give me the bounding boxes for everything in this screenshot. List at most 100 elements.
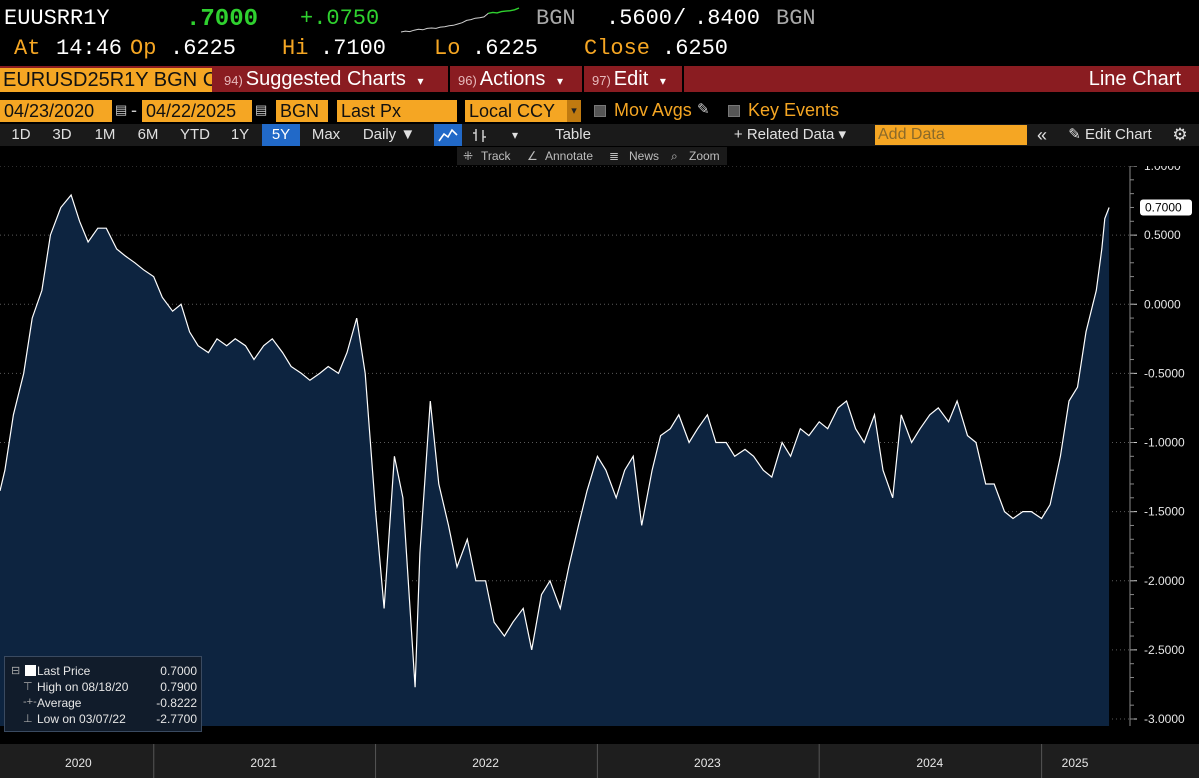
price-field[interactable]: Last Px xyxy=(337,100,457,122)
series-area xyxy=(0,195,1110,726)
period-max[interactable]: Max xyxy=(311,126,341,143)
last-price: .7000 xyxy=(186,6,259,33)
legend-average-label: Average xyxy=(37,696,82,710)
period-6m[interactable]: 6M xyxy=(137,126,159,143)
ticker[interactable]: EUUSRR1Y xyxy=(4,6,110,31)
quote-header: EUUSRR1Y .7000 +.0750 BGN .5600 / .8400 … xyxy=(0,6,1199,34)
currency-select[interactable]: Local CCY xyxy=(465,100,567,122)
net-change: +.0750 xyxy=(300,6,380,31)
chart-toolbar: 1D 3D 1M 6M YTD 1Y 5Y Max Daily ▼ ▾ Tabl… xyxy=(0,124,1199,146)
calendar-icon[interactable]: ▤ xyxy=(255,102,268,117)
legend-average-value: -0.8222 xyxy=(156,696,197,710)
y-tick-label: -3.0000 xyxy=(1144,712,1185,726)
legend-last-price: ⊟ Last Price 0.7000 xyxy=(5,664,203,679)
bar-chart-icon[interactable] xyxy=(466,124,494,146)
low-value: .6225 xyxy=(472,36,539,61)
close-label: Close xyxy=(584,36,651,61)
bid-source: BGN xyxy=(536,6,576,31)
table-button[interactable]: Table xyxy=(555,126,591,143)
legend-average: -+- Average -0.8222 xyxy=(5,696,203,711)
period-1m[interactable]: 1M xyxy=(94,126,116,143)
y-tick-label: 0.5000 xyxy=(1144,228,1181,242)
quote-time: 14:46 xyxy=(56,36,123,61)
legend-low: ⊥ Low on 03/07/22 -2.7700 xyxy=(5,712,203,727)
x-axis-band xyxy=(0,744,1199,778)
mov-avgs-checkbox[interactable] xyxy=(594,105,606,117)
open-value: .6225 xyxy=(170,36,237,61)
period-1y[interactable]: 1Y xyxy=(230,126,250,143)
news-icon: ≣ xyxy=(609,149,620,163)
zoom-tool[interactable]: Zoom xyxy=(689,149,720,163)
annotate-tool[interactable]: Annotate xyxy=(545,149,594,163)
edit-menu[interactable]: 97) Edit ▾ xyxy=(592,66,666,92)
intraday-sparkline xyxy=(400,7,520,33)
annotate-pen-icon: ∠ xyxy=(527,149,538,163)
collapse-icon[interactable]: ⊟ xyxy=(11,665,21,677)
close-value: .6250 xyxy=(662,36,729,61)
low-label: Lo xyxy=(434,36,461,61)
y-tick-label: -1.5000 xyxy=(1144,505,1185,519)
crosshair-icon: ⁜ xyxy=(463,149,474,163)
actions-label: Actions xyxy=(479,68,546,90)
suggested-charts-menu[interactable]: 94) Suggested Charts ▾ xyxy=(224,66,424,92)
x-tick-label: 2024 xyxy=(916,756,943,770)
low-marker-icon: ⊥ xyxy=(23,713,33,725)
chevron-down-icon[interactable]: ▾ xyxy=(567,100,581,122)
legend-low-label: Low on 03/07/22 xyxy=(37,712,126,726)
series-line xyxy=(0,193,1110,688)
calendar-icon[interactable]: ▤ xyxy=(115,102,128,117)
gear-icon[interactable]: ⚙ xyxy=(1172,125,1188,144)
chart-legend: ⊟ Last Price 0.7000 ⊤ High on 08/18/20 0… xyxy=(4,656,202,732)
news-tool[interactable]: News xyxy=(629,149,660,163)
line-chart-icon[interactable] xyxy=(434,124,462,146)
edit-chart-label: Edit Chart xyxy=(1085,126,1152,143)
related-data-button[interactable]: + Related Data ▾ xyxy=(733,126,847,143)
edit-number: 97) xyxy=(592,73,611,88)
period-1d[interactable]: 1D xyxy=(11,126,31,143)
ask-source: BGN xyxy=(776,6,816,31)
price-chart[interactable]: 1.0000 0.5000 0.0000 -0.5000 -1.0000 -1.5000 -… xyxy=(0,166,1199,778)
chart-tools-row: ⁜ Track ∠ Annotate ≣ News ⌕ Zoom xyxy=(457,147,727,165)
period-ytd[interactable]: YTD xyxy=(180,126,210,143)
track-tool[interactable]: Track xyxy=(481,149,511,163)
high-value: .7100 xyxy=(320,36,387,61)
at-label: At xyxy=(14,36,41,61)
x-tick-label: 2021 xyxy=(250,756,277,770)
start-date-field[interactable]: 04/23/2020 xyxy=(0,100,112,122)
bid: .5600 xyxy=(606,6,673,31)
y-tick-label: -0.5000 xyxy=(1144,366,1185,380)
suggested-charts-label: Suggested Charts xyxy=(245,68,406,90)
y-tick-label: -2.0000 xyxy=(1144,574,1185,588)
x-tick-label: 2020 xyxy=(65,756,92,770)
last-value-badge xyxy=(1140,199,1192,216)
security-field[interactable]: EURUSD25R1Y BGN C xyxy=(0,68,212,92)
actions-number: 96) xyxy=(458,73,477,88)
last-value-label: 0.7000 xyxy=(1145,200,1182,214)
key-events-checkbox[interactable] xyxy=(728,105,740,117)
end-date-field[interactable]: 04/22/2025 xyxy=(142,100,252,122)
sparkline-prior xyxy=(400,12,489,33)
frequency-select[interactable]: Daily ▼ xyxy=(362,126,416,143)
high-label: Hi xyxy=(282,36,309,61)
x-tick-label: 2025 xyxy=(1062,756,1089,770)
date-range-dash: - xyxy=(131,100,137,120)
add-data-input[interactable]: Add Data xyxy=(875,125,1027,145)
average-marker-icon: -+- xyxy=(23,696,37,708)
chevron-down-icon: ▾ xyxy=(417,74,424,88)
y-tick-label: 1.0000 xyxy=(1144,166,1181,173)
pencil-icon: ✎ xyxy=(1068,126,1081,143)
chevron-down-icon: ▾ xyxy=(659,74,666,88)
period-5y[interactable]: 5Y xyxy=(262,124,300,146)
actions-menu[interactable]: 96) Actions ▾ xyxy=(458,66,563,92)
edit-chart-button[interactable]: ✎ Edit Chart xyxy=(1058,124,1162,146)
legend-last-label: Last Price xyxy=(37,664,91,678)
legend-high-label: High on 08/18/20 xyxy=(37,680,129,694)
y-tick-label: -2.5000 xyxy=(1144,643,1185,657)
chart-type-label[interactable]: Line Chart xyxy=(1088,68,1181,90)
collapse-icon[interactable]: « xyxy=(1036,125,1047,145)
pricing-source-field[interactable]: BGN xyxy=(276,100,328,122)
period-3d[interactable]: 3D xyxy=(52,126,72,143)
chevron-down-icon[interactable]: ▾ xyxy=(511,128,519,142)
x-tick-label: 2022 xyxy=(472,756,499,770)
pencil-icon[interactable]: ✎ xyxy=(697,101,710,118)
